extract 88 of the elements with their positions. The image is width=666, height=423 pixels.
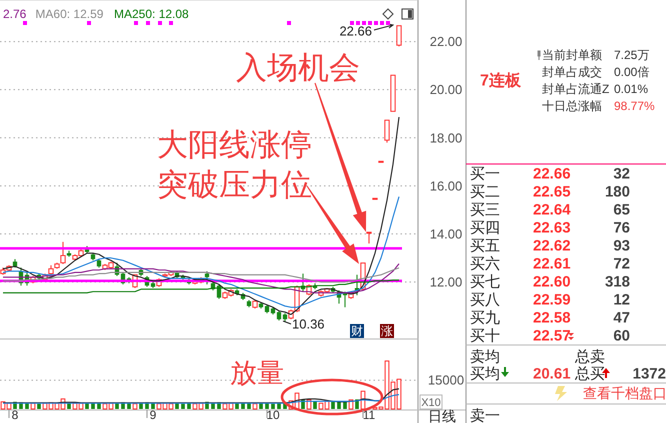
y-tick-label: 16.00 — [430, 178, 462, 194]
data-label: 22.59 — [533, 291, 571, 308]
bar — [37, 404, 41, 409]
text: 0.01% — [614, 82, 648, 96]
x-tick-label: 11 — [362, 408, 376, 422]
text: 98.77% — [614, 99, 656, 114]
annotation: 10.36 — [292, 316, 325, 332]
candlestick — [384, 120, 390, 144]
category-label: 买十 — [470, 327, 500, 344]
line-series — [2, 280, 400, 294]
bar — [331, 402, 335, 409]
category-label: 买一 — [470, 165, 500, 182]
candlestick — [366, 232, 372, 244]
text: 买均 — [470, 365, 500, 382]
y-tick-label: 18.00 — [430, 130, 462, 146]
annotation: 入场机会 — [236, 50, 360, 85]
category-label: 买七 — [470, 273, 500, 290]
data-label: 22.58 — [533, 309, 571, 326]
data-label: 72 — [613, 255, 630, 272]
text: 1372 — [632, 365, 666, 382]
bar — [343, 402, 347, 409]
annotation: 22.66 — [339, 24, 372, 39]
data-label: 93 — [613, 237, 630, 254]
data-label: 65 — [613, 201, 630, 218]
data-label: 318 — [604, 273, 630, 290]
line-series — [2, 267, 400, 283]
text: 日线 — [428, 408, 456, 423]
data-label: 32 — [613, 165, 630, 182]
annotation: 突破压力位 — [157, 167, 312, 202]
y-tick-label: 22.00 — [430, 34, 462, 50]
text: 查看千档盘口 — [583, 384, 666, 401]
text: 当前封单额 — [542, 48, 602, 62]
x-tick-label: 9 — [150, 408, 157, 422]
category-label: 买二 — [470, 183, 500, 200]
candlestick — [396, 25, 402, 47]
text: 总卖 — [574, 348, 605, 366]
text: 十日总涨幅 — [542, 99, 602, 114]
data-label: 22.61 — [533, 255, 571, 272]
text: 封单占成交 — [542, 65, 602, 80]
text: 0.00倍 — [614, 65, 650, 80]
data-label: 180 — [604, 183, 630, 200]
data-label: 76 — [613, 219, 630, 236]
text: 总买 — [574, 365, 605, 382]
candlestick — [48, 264, 54, 276]
y-tick-label: 20.00 — [430, 82, 462, 98]
bar — [181, 404, 185, 409]
annotation: 大阳线涨停 — [157, 127, 312, 162]
text: 卖一 — [470, 407, 500, 423]
text: 20.61 — [533, 365, 571, 382]
category-label: 买九 — [470, 309, 500, 326]
y-tick-label: 14.00 — [430, 226, 462, 242]
x-tick-label: 10 — [266, 408, 280, 422]
bar — [132, 403, 138, 410]
text: MA60: 12.59 — [35, 7, 104, 22]
data-label: 22.64 — [533, 201, 572, 218]
candlestick — [60, 241, 66, 264]
data-label: 12 — [613, 291, 630, 308]
x-tick-label: 8 — [12, 408, 19, 422]
bar — [271, 404, 275, 409]
annotation: 放量 — [230, 358, 284, 388]
annotation: 财 — [351, 324, 363, 338]
data-label: 22.66 — [533, 165, 571, 182]
data-label: 22.62 — [533, 237, 571, 254]
category-label: 买三 — [470, 201, 500, 218]
data-label: 22.60 — [533, 273, 571, 290]
bar — [252, 403, 258, 410]
bar — [313, 401, 317, 409]
text: 7连板 — [480, 72, 522, 90]
data-label: 47 — [613, 309, 630, 326]
text: 7.25万 — [614, 48, 650, 62]
category-label: 买四 — [470, 219, 500, 236]
category-label: 买五 — [470, 237, 500, 254]
text: 卖均 — [470, 348, 500, 366]
candlestick — [204, 270, 210, 285]
data-label: 60 — [613, 327, 630, 344]
candlestick — [276, 310, 282, 321]
text: 15000 — [428, 372, 464, 388]
category-label: 买六 — [470, 255, 500, 272]
y-tick-label: 12.00 — [430, 274, 462, 290]
data-label: 22.65 — [533, 183, 571, 200]
annotation: 涨 — [381, 324, 393, 338]
text: MA250: 12.08 — [114, 7, 190, 22]
data-label: 22.57 — [533, 327, 571, 344]
category-label: 买八 — [470, 291, 500, 308]
text: 2.76 — [3, 7, 27, 22]
text: X10 — [421, 396, 441, 409]
data-label: 22.63 — [533, 219, 571, 236]
text: 封单占流通Z — [542, 82, 610, 96]
